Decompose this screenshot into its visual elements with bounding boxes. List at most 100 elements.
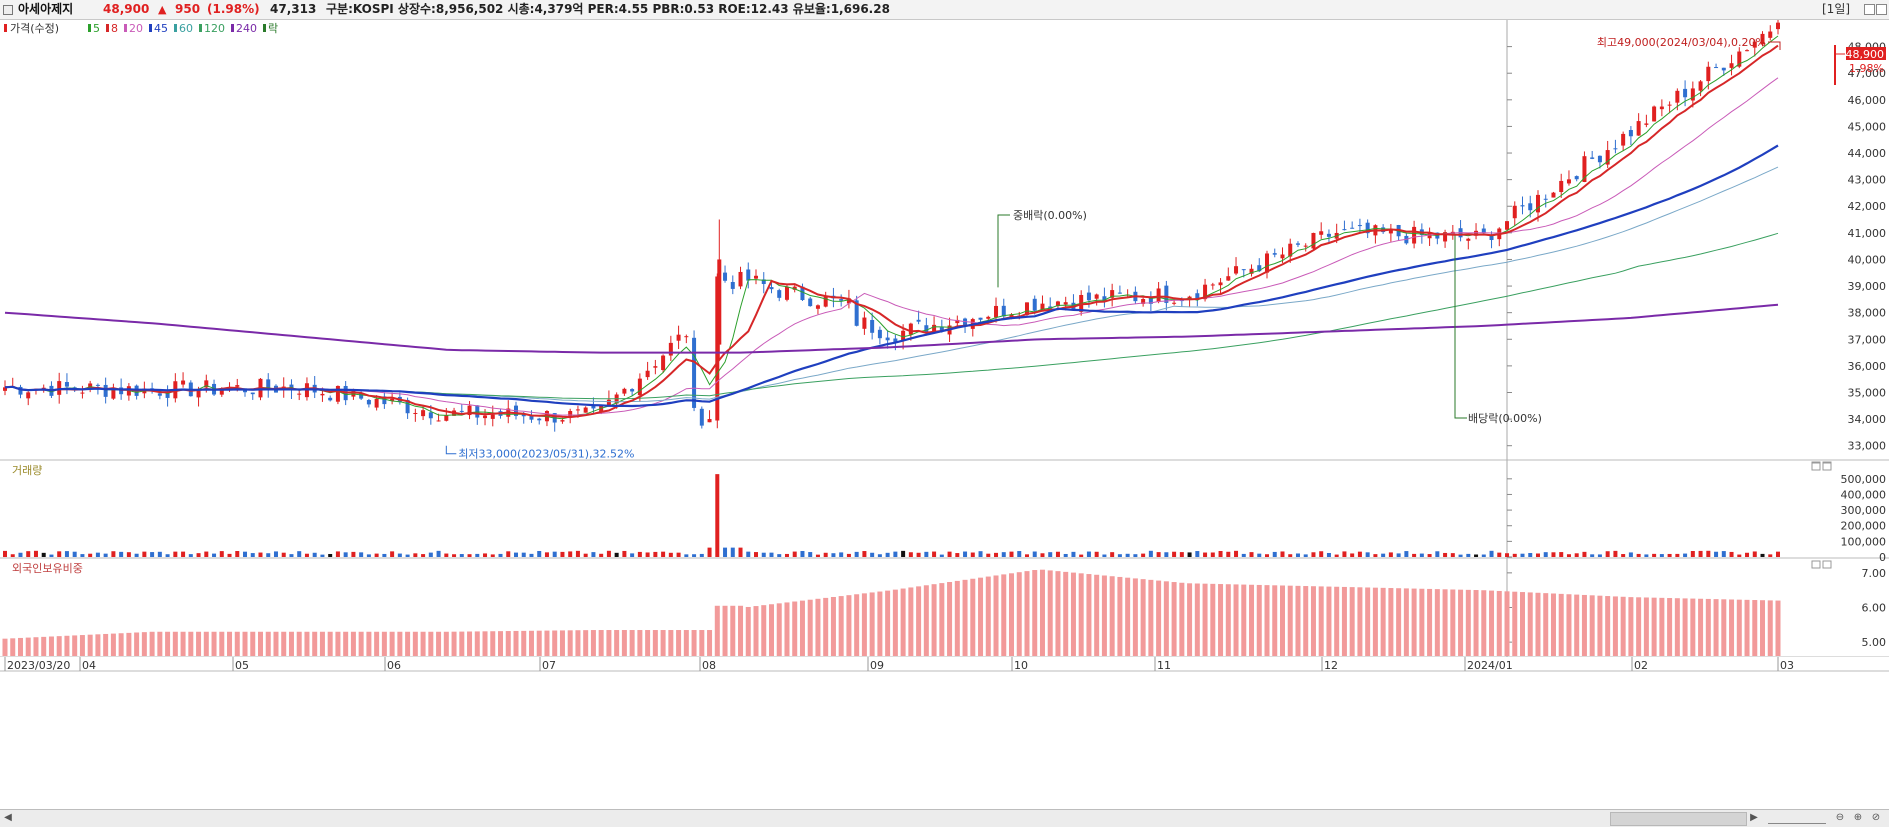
candle-body bbox=[1203, 284, 1208, 300]
candle-body bbox=[1574, 176, 1579, 180]
candle-body bbox=[1427, 233, 1432, 239]
volume-bar bbox=[815, 554, 820, 557]
volume-bar bbox=[80, 554, 85, 557]
foreign-bar bbox=[1132, 578, 1138, 656]
restore-icon[interactable] bbox=[1864, 4, 1875, 15]
foreign-bar bbox=[1496, 590, 1502, 656]
volume-bar bbox=[1597, 554, 1602, 557]
foreign-bar bbox=[412, 631, 418, 656]
scroll-thumb[interactable] bbox=[1610, 812, 1747, 826]
volume-bar bbox=[1024, 554, 1029, 557]
foreign-bar bbox=[892, 589, 898, 656]
volume-bar bbox=[1350, 553, 1355, 557]
volume-bar bbox=[575, 550, 580, 557]
volume-bar bbox=[784, 553, 789, 557]
volume-bar bbox=[1342, 551, 1347, 557]
foreign-bar bbox=[474, 631, 480, 656]
foreign-bar bbox=[141, 632, 147, 656]
foreign-bar bbox=[420, 631, 426, 656]
candle-body bbox=[1644, 123, 1649, 125]
header-menu-icon[interactable] bbox=[3, 5, 13, 15]
foreign-bar bbox=[985, 576, 991, 656]
high-marker bbox=[1768, 41, 1781, 50]
foreign-bar bbox=[1705, 598, 1711, 656]
price-change: 950 bbox=[175, 2, 201, 16]
volume-bar bbox=[1404, 551, 1409, 557]
stock-name[interactable]: 아세아제지 bbox=[18, 2, 74, 16]
volume-bar bbox=[1435, 551, 1440, 557]
candle-body bbox=[746, 269, 751, 281]
volume-bar bbox=[3, 550, 7, 557]
volume-bar bbox=[33, 550, 38, 557]
zoom-out-icon[interactable]: ⊖ bbox=[1835, 812, 1845, 823]
foreign-bar bbox=[1326, 586, 1332, 656]
foreign-bar bbox=[768, 604, 774, 656]
legend-ma-swatch bbox=[124, 24, 127, 32]
zoom-slider[interactable] bbox=[1768, 813, 1826, 824]
volume-bar bbox=[273, 551, 278, 557]
foreign-bar bbox=[1016, 572, 1022, 656]
foreign-bar bbox=[1628, 597, 1634, 656]
candle-body bbox=[1365, 222, 1370, 234]
volume-bar bbox=[637, 551, 642, 557]
x-axis-label: 2023/03/20 bbox=[7, 659, 70, 672]
volume-bar bbox=[320, 554, 325, 557]
volume-bar bbox=[761, 552, 766, 557]
scroll-bar[interactable]: ◀ ▶ ⊖ ⊕ ⊘ bbox=[0, 809, 1889, 827]
foreign-bar bbox=[103, 633, 109, 656]
candle-body bbox=[1388, 228, 1393, 234]
candle-body bbox=[204, 380, 209, 388]
candle-body bbox=[908, 323, 913, 335]
close-icon[interactable] bbox=[1876, 4, 1887, 15]
foreign-bar bbox=[296, 631, 302, 656]
volume-bar bbox=[1203, 552, 1208, 557]
volume-bar bbox=[715, 474, 720, 557]
foreign-bar bbox=[1341, 586, 1347, 656]
zoom-reset-icon[interactable]: ⊘ bbox=[1871, 812, 1881, 823]
legend-ma-label: 45 bbox=[154, 22, 168, 35]
candle-body bbox=[1086, 292, 1091, 301]
volume-bar bbox=[955, 553, 960, 557]
foreign-bar bbox=[900, 588, 906, 656]
volume-bar bbox=[769, 552, 774, 557]
foreign-bar bbox=[381, 631, 387, 656]
candle-body bbox=[715, 276, 720, 421]
volume-bar bbox=[754, 552, 759, 557]
candle-body bbox=[165, 392, 170, 398]
scroll-right-icon[interactable]: ▶ bbox=[1750, 812, 1758, 823]
foreign-bar bbox=[95, 634, 101, 656]
scroll-left-icon[interactable]: ◀ bbox=[4, 812, 12, 823]
foreign-bar bbox=[1427, 588, 1433, 656]
volume-bar bbox=[421, 554, 426, 557]
x-axis-label: 09 bbox=[870, 659, 884, 672]
zoom-in-icon[interactable]: ⊕ bbox=[1853, 812, 1863, 823]
x-axis-label: 12 bbox=[1324, 659, 1338, 672]
volume-bar bbox=[738, 547, 743, 557]
volume-bar bbox=[1690, 550, 1695, 557]
foreign-tick-label: 6.00 bbox=[1862, 602, 1887, 615]
candle-body bbox=[421, 410, 426, 417]
dividend-annotation: 배당락(0.00%) bbox=[1468, 412, 1542, 425]
price-tick-label: 43,000 bbox=[1848, 174, 1887, 187]
foreign-bar bbox=[2, 638, 8, 656]
volume-bar bbox=[1001, 552, 1006, 557]
foreign-bar bbox=[1721, 599, 1727, 656]
period-selector[interactable]: [1일] bbox=[1822, 2, 1851, 16]
candle-body bbox=[1412, 226, 1417, 244]
foreign-bar bbox=[203, 631, 209, 656]
candle-body bbox=[1613, 148, 1618, 150]
volume-bar bbox=[630, 553, 635, 557]
foreign-bar bbox=[273, 631, 279, 656]
foreign-bar bbox=[536, 630, 542, 656]
foreign-bar bbox=[776, 603, 782, 656]
volume-bar bbox=[227, 553, 232, 557]
candle-body bbox=[839, 299, 844, 301]
candle-body bbox=[1489, 235, 1494, 241]
foreign-bar bbox=[335, 631, 341, 656]
foreign-bar bbox=[1264, 585, 1270, 656]
volume-bar bbox=[645, 552, 650, 557]
candle-body bbox=[1659, 106, 1664, 110]
volume-bar bbox=[730, 547, 735, 557]
candle-body bbox=[328, 397, 333, 401]
